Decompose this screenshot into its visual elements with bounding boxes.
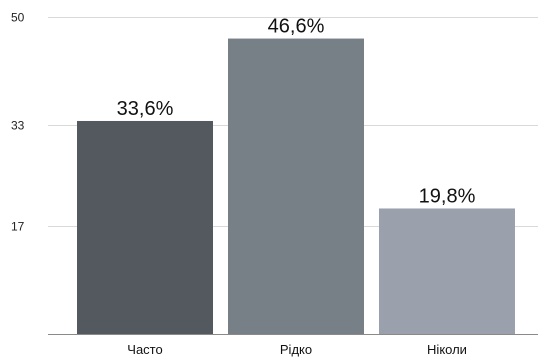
bar-1 [77, 120, 213, 334]
y-tick-label: 17 [11, 220, 25, 234]
axes: 17 33 50 Часто Рідко Ніколи [11, 11, 538, 357]
x-category-label: Ніколи [427, 342, 467, 357]
data-label: 19,8% [419, 185, 476, 207]
data-label: 33,6% [117, 98, 174, 120]
bars [77, 38, 515, 334]
x-category-label: Часто [127, 342, 162, 357]
data-labels: 33,6% 46,6% 19,8% [117, 16, 476, 208]
bar-3 [379, 208, 515, 334]
bar-2 [228, 38, 364, 334]
y-tick-label: 33 [11, 119, 25, 133]
y-tick-label: 50 [11, 11, 25, 25]
x-category-label: Рідко [280, 342, 312, 357]
data-label: 46,6% [268, 16, 325, 38]
